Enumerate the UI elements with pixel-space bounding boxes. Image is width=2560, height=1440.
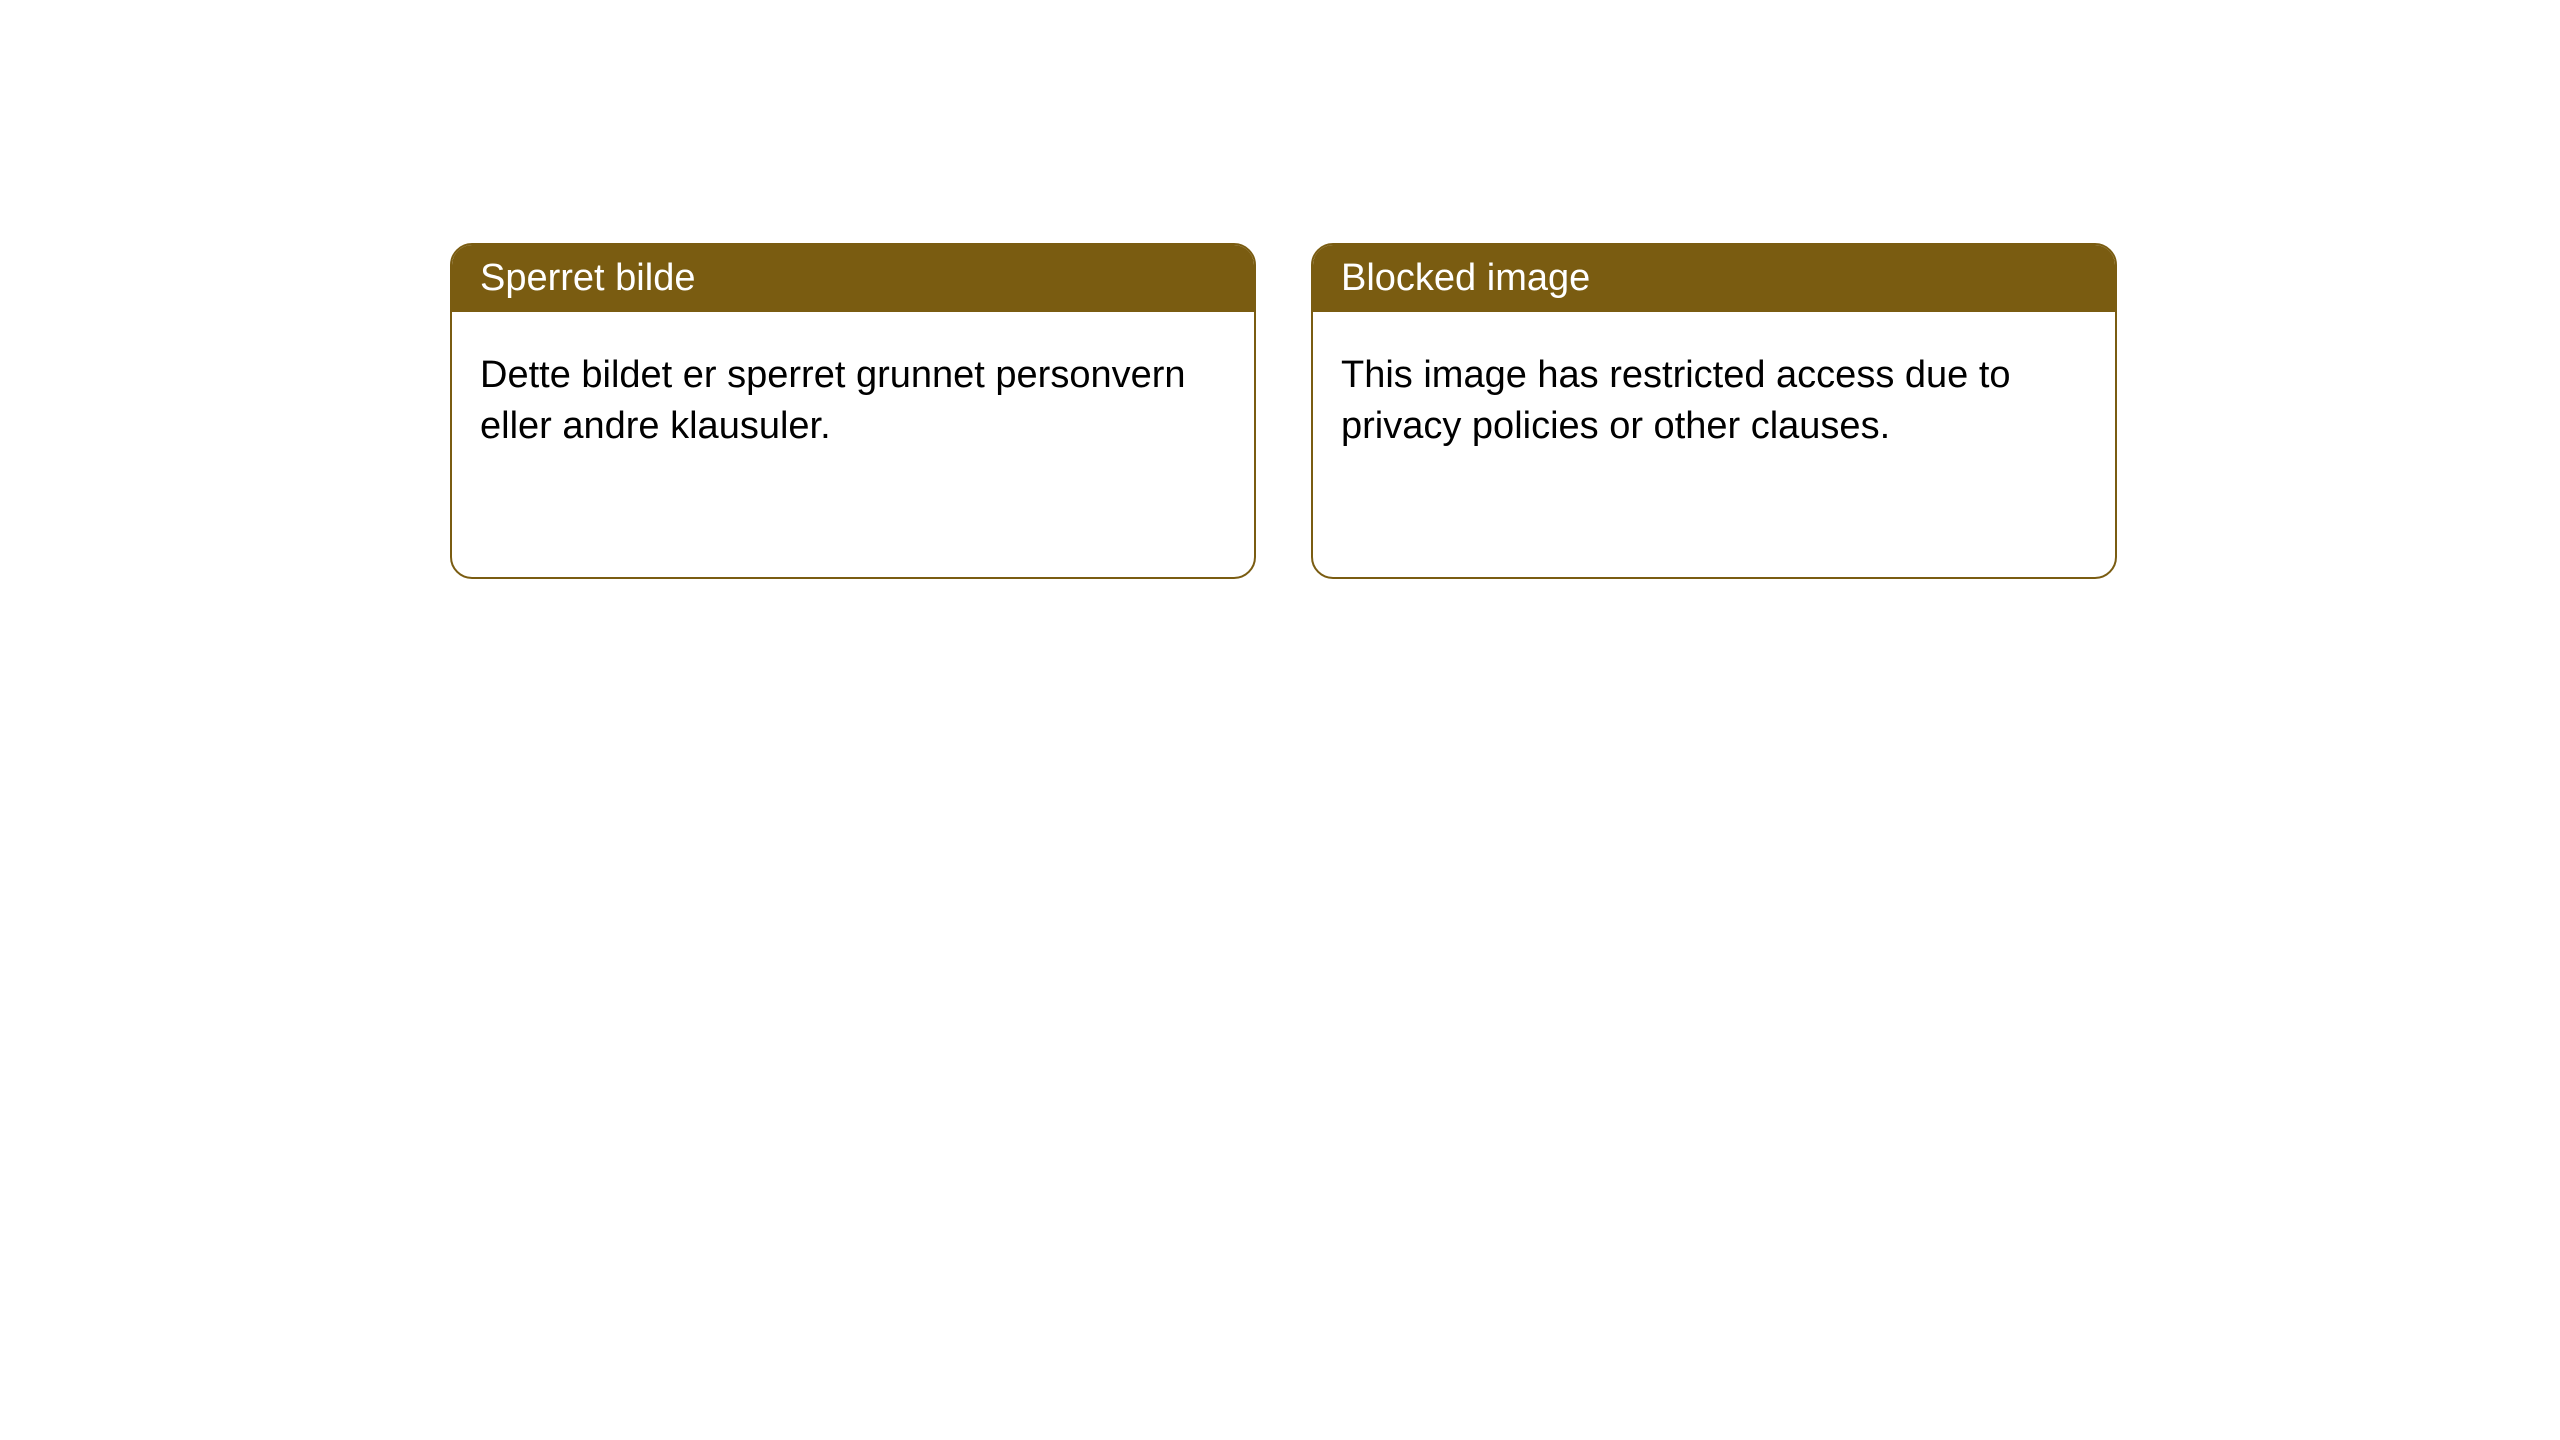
cards-container: Sperret bilde Dette bildet er sperret gr… — [0, 0, 2560, 579]
blocked-image-card-en: Blocked image This image has restricted … — [1311, 243, 2117, 579]
blocked-image-card-no: Sperret bilde Dette bildet er sperret gr… — [450, 243, 1256, 579]
card-header-en: Blocked image — [1313, 245, 2115, 312]
card-body-en: This image has restricted access due to … — [1313, 312, 2115, 491]
card-body-no: Dette bildet er sperret grunnet personve… — [452, 312, 1254, 491]
card-header-no: Sperret bilde — [452, 245, 1254, 312]
